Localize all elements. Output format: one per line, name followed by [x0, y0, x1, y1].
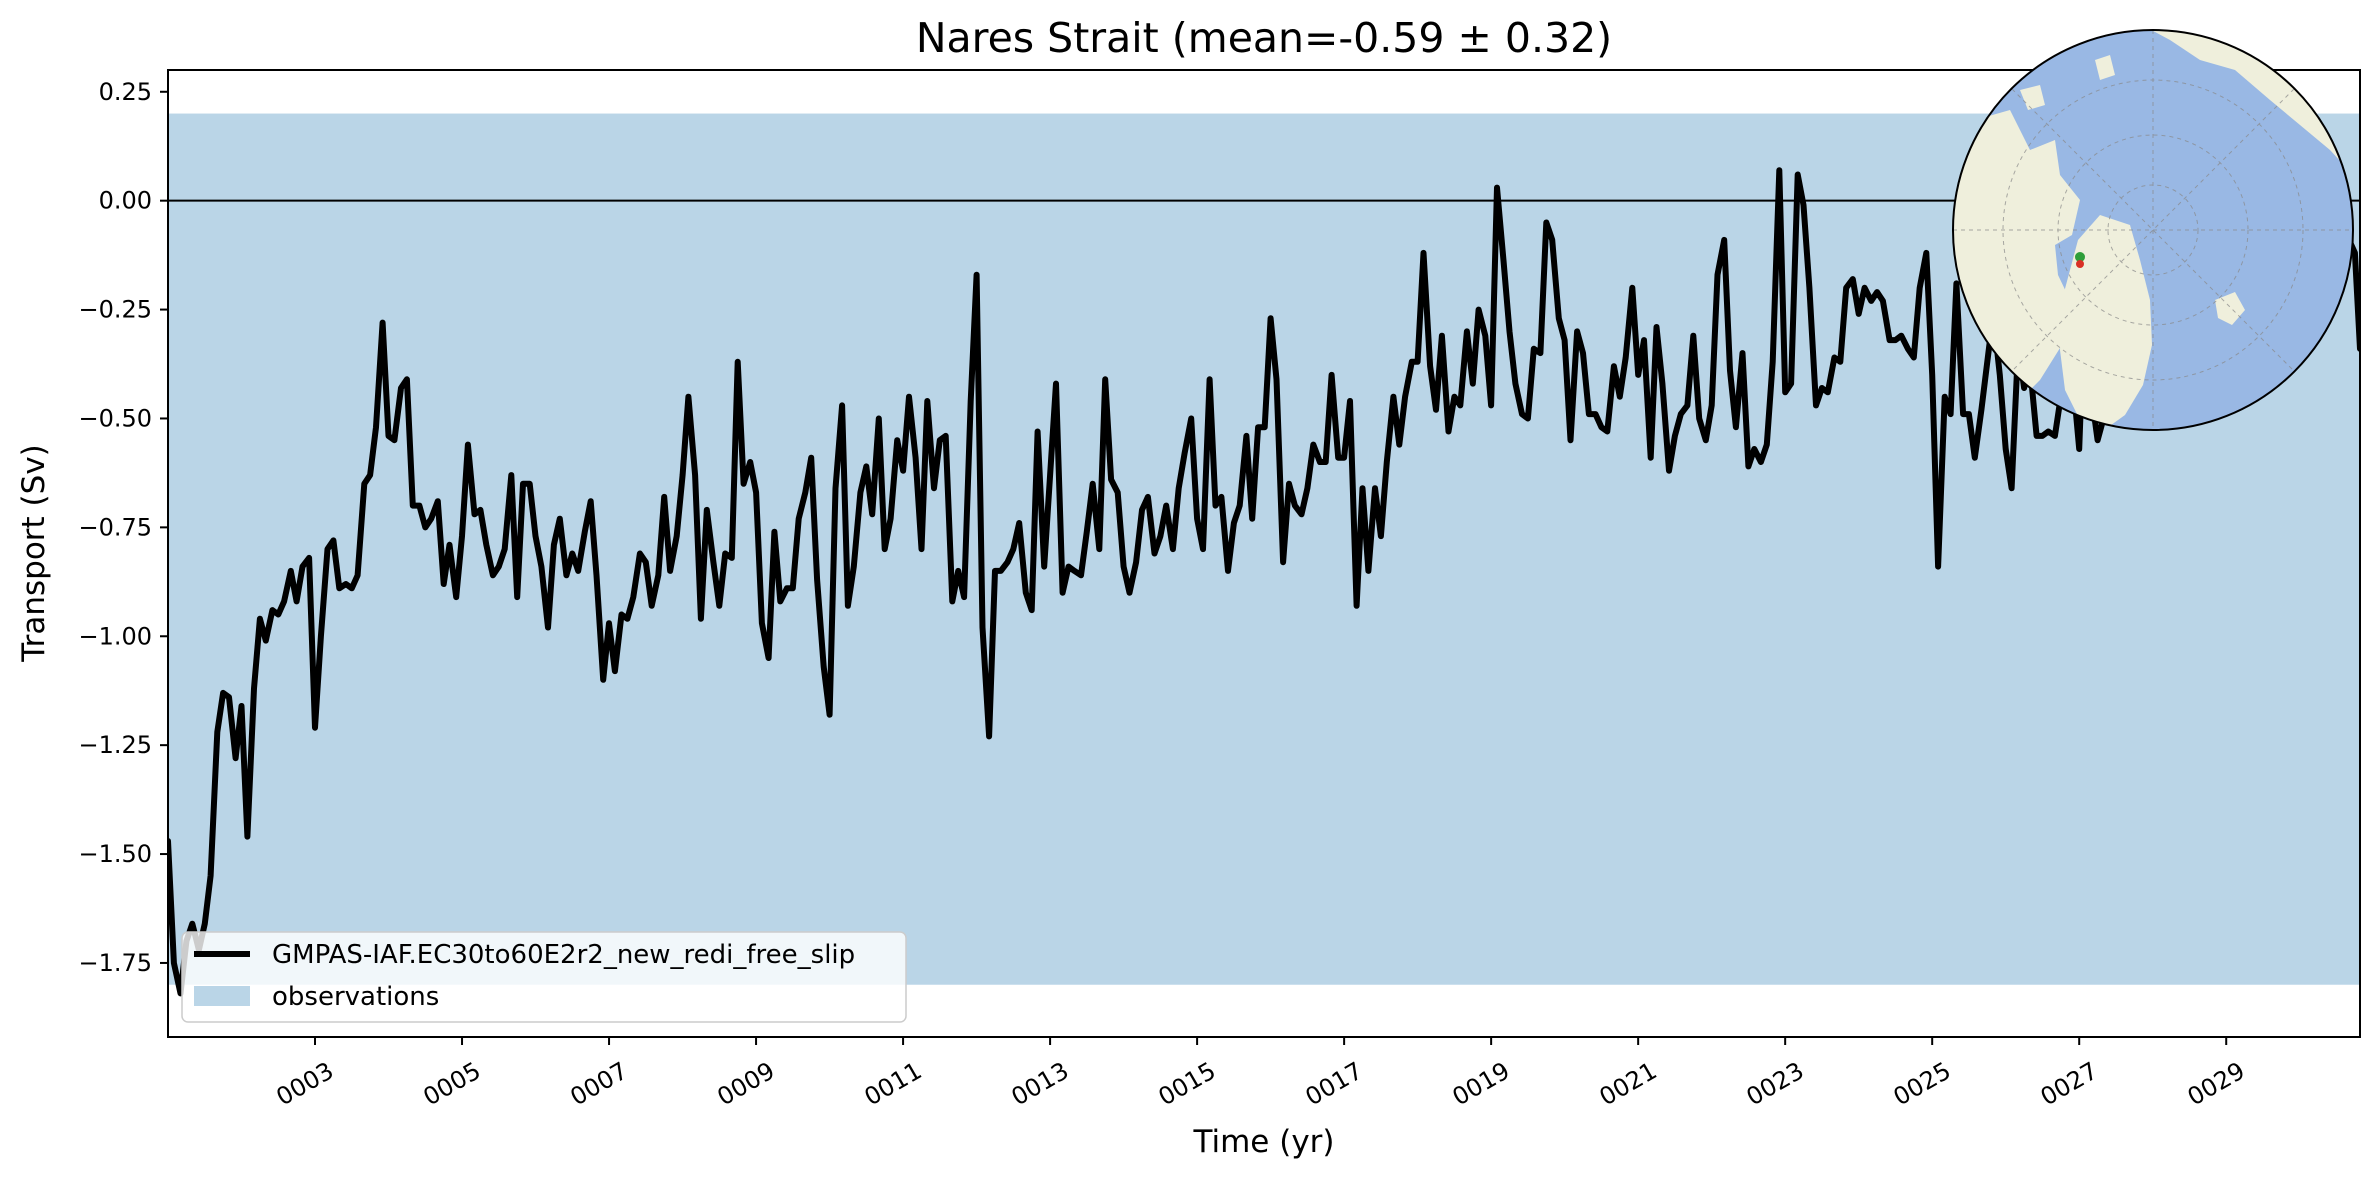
legend-swatch-observations: [194, 986, 250, 1006]
y-tick-label: 0.00: [99, 187, 152, 215]
inset-land-arctic-islands: [2020, 55, 2115, 110]
inset-land-svalbard: [2215, 292, 2245, 325]
y-tick-label: −1.00: [78, 622, 152, 650]
inset-map-border: [1952, 29, 2354, 431]
y-tick-label: −0.25: [78, 296, 152, 324]
x-axis-title: Time (yr): [1193, 1124, 1335, 1160]
y-tick-label: −1.50: [78, 840, 152, 868]
inset-graticule: [1953, 30, 2353, 430]
y-tick-label: −1.75: [78, 949, 152, 977]
legend-box: [181, 931, 907, 1023]
inset-section-end-marker: [2076, 260, 2084, 268]
legend-label-model: GMPAS-IAF.EC30to60E2r2_new_redi_free_sli…: [272, 940, 855, 970]
y-tick-label: 0.25: [99, 78, 152, 106]
legend: GMPAS-IAF.EC30to60E2r2_new_redi_free_sli…: [181, 931, 907, 1023]
chart-title: Nares Strait (mean=-0.59 ± 0.32): [916, 14, 1612, 62]
y-axis-title: Transport (Sv): [16, 444, 52, 663]
legend-label-observations: observations: [272, 982, 439, 1012]
inset-section-start-marker: [2075, 252, 2085, 262]
y-tick-label: −0.50: [78, 404, 152, 432]
y-tick-label: −0.75: [78, 513, 152, 541]
plot-frame: [167, 69, 2361, 1038]
y-axis: 0.25 0.00 −0.25 −0.50 −0.75 −1.00 −1.25 −1.50 −1…: [78, 78, 168, 977]
y-tick-label: −1.25: [78, 731, 152, 759]
